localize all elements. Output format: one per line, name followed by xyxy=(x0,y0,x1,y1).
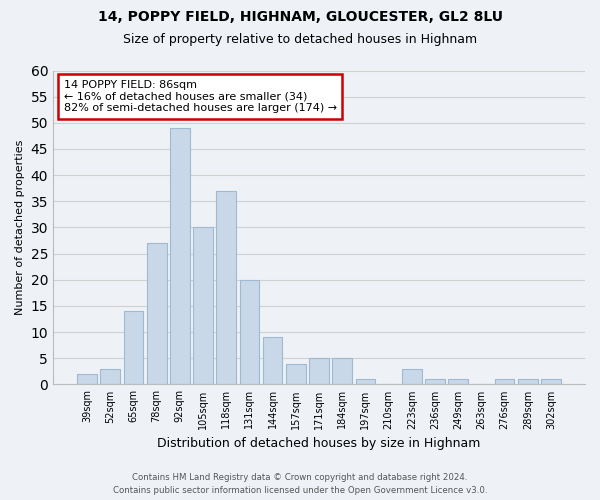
Bar xyxy=(124,311,143,384)
Y-axis label: Number of detached properties: Number of detached properties xyxy=(15,140,25,315)
X-axis label: Distribution of detached houses by size in Highnam: Distribution of detached houses by size … xyxy=(157,437,481,450)
Bar xyxy=(402,368,422,384)
Bar xyxy=(448,379,468,384)
Bar xyxy=(170,128,190,384)
Bar xyxy=(217,191,236,384)
Text: Contains HM Land Registry data © Crown copyright and database right 2024.
Contai: Contains HM Land Registry data © Crown c… xyxy=(113,473,487,495)
Bar xyxy=(541,379,561,384)
Text: 14, POPPY FIELD, HIGHNAM, GLOUCESTER, GL2 8LU: 14, POPPY FIELD, HIGHNAM, GLOUCESTER, GL… xyxy=(97,10,503,24)
Bar xyxy=(356,379,375,384)
Bar xyxy=(263,338,283,384)
Text: Size of property relative to detached houses in Highnam: Size of property relative to detached ho… xyxy=(123,32,477,46)
Bar xyxy=(332,358,352,384)
Bar xyxy=(425,379,445,384)
Bar xyxy=(495,379,514,384)
Bar xyxy=(77,374,97,384)
Text: 14 POPPY FIELD: 86sqm
← 16% of detached houses are smaller (34)
82% of semi-deta: 14 POPPY FIELD: 86sqm ← 16% of detached … xyxy=(64,80,337,113)
Bar xyxy=(309,358,329,384)
Bar xyxy=(286,364,305,384)
Bar xyxy=(100,368,120,384)
Bar xyxy=(193,228,213,384)
Bar xyxy=(518,379,538,384)
Bar xyxy=(147,243,167,384)
Bar xyxy=(239,280,259,384)
